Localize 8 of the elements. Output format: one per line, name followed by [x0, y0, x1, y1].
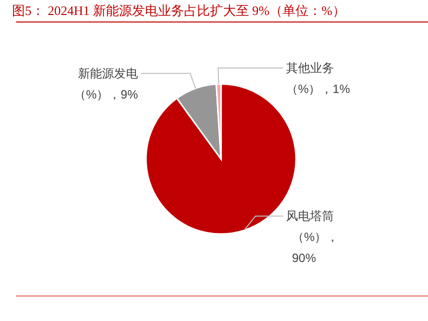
data-label: （%），1%	[286, 82, 350, 96]
pie-slice	[145, 83, 297, 235]
slice-label: 其他业务	[286, 61, 334, 76]
data-label: （%），9%	[74, 87, 138, 102]
slice-label: 新能源发电	[78, 66, 138, 80]
chart-title: 图5： 2024H1 新能源发电业务占比扩大至 9%（单位：%）	[12, 3, 346, 18]
slice-label: 风电塔筒	[286, 209, 334, 224]
data-label: （%），90%	[292, 230, 339, 266]
